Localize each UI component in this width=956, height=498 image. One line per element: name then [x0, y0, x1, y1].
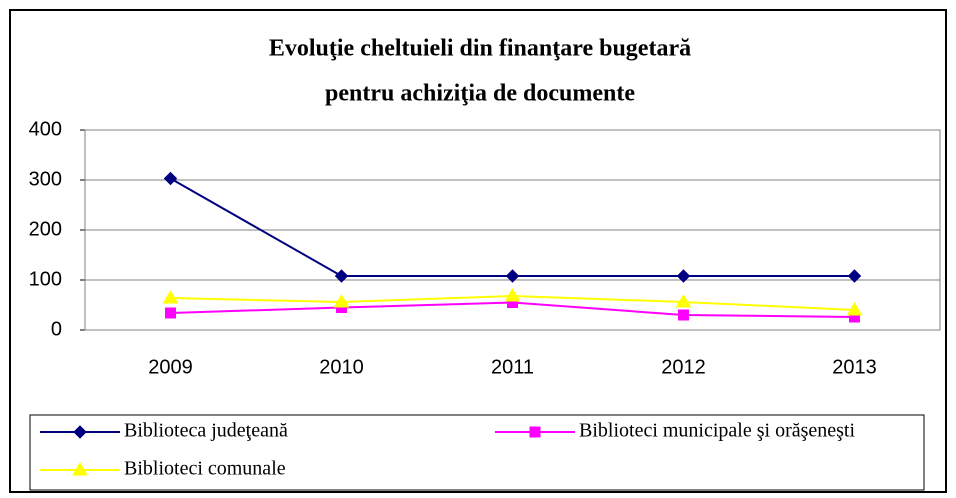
data-point: [165, 307, 176, 319]
data-point: [846, 302, 863, 316]
x-tick-label: 2013: [832, 356, 877, 378]
y-tick-label: 0: [51, 318, 62, 340]
plot-area: [84, 129, 941, 331]
x-tick-label: 2011: [491, 356, 534, 378]
x-tick-label: 2010: [319, 356, 364, 378]
legend-label: Biblioteca judeţeană: [124, 420, 288, 442]
data-point: [675, 294, 692, 308]
legend-marker: [529, 426, 541, 438]
data-point: [678, 309, 689, 321]
data-point: [676, 269, 691, 283]
data-point: [504, 288, 521, 302]
data-point: [163, 171, 178, 186]
legend-marker: [73, 425, 87, 439]
y-tick-label: 300: [29, 168, 62, 190]
legend-label: Biblioteci comunale: [124, 458, 286, 480]
y-tick-label: 100: [29, 268, 62, 290]
data-point: [505, 269, 520, 283]
y-tick-label: 200: [29, 218, 62, 240]
x-tick-label: 2009: [148, 356, 193, 378]
legend-marker: [72, 462, 88, 476]
chart-title: Evoluţie cheltuieli din finanţare bugeta…: [269, 36, 691, 62]
legend-box: [29, 414, 925, 491]
chart-title: pentru achiziţia de documente: [325, 81, 635, 107]
x-tick-label: 2012: [661, 356, 706, 378]
chart-frame: [9, 9, 947, 493]
data-point: [847, 269, 862, 283]
data-point: [162, 290, 179, 304]
legend-label: Biblioteci municipale şi orăşeneşti: [579, 420, 855, 442]
y-tick-label: 400: [29, 118, 62, 140]
data-point: [333, 294, 350, 308]
data-point: [334, 269, 349, 283]
